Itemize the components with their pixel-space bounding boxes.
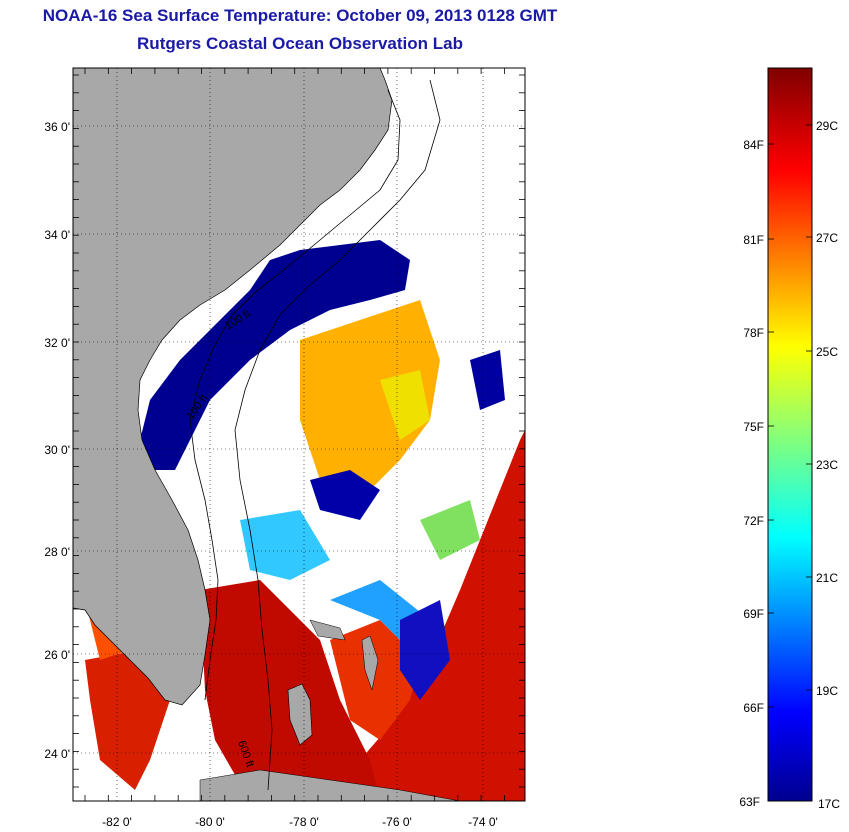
land-cuba	[199, 769, 461, 801]
central-mixed-region	[300, 300, 440, 500]
lat-label-28: 28 0'	[44, 545, 70, 559]
land-great-abaco	[361, 635, 379, 691]
plot-frame	[72, 67, 526, 802]
lon-label-78: -78 0'	[289, 815, 319, 829]
isobath-100ft-contour	[189, 89, 401, 701]
offshore-cold-patch-2	[400, 600, 450, 700]
colorbar-label-25c: 25C	[816, 345, 838, 359]
colorbar-label-23c: 23C	[816, 458, 838, 472]
graticule	[73, 68, 525, 801]
lat-label-24: 24 0'	[44, 747, 70, 761]
lat-label-26: 26 0'	[44, 648, 70, 662]
colorbar-label-27c: 27C	[816, 231, 838, 245]
colorbar-ticks	[768, 124, 812, 708]
mixed-yellow-patch	[380, 370, 430, 440]
lon-label-80: -80 0'	[195, 815, 225, 829]
colorbar-label-66f: 66F	[743, 701, 764, 715]
axis-ticks	[73, 68, 525, 801]
mixed-green-patch	[420, 500, 480, 560]
gulf-stream-warm-region	[360, 430, 525, 801]
colorbar-label-75f: 75F	[743, 420, 764, 434]
colorbar-label-78f: 78F	[743, 326, 764, 340]
colorbar	[767, 67, 813, 802]
colorbar-label-19c: 19C	[816, 684, 838, 698]
lon-label-76: -76 0'	[382, 815, 412, 829]
lat-label-30: 30 0'	[44, 443, 70, 457]
lat-label-36: 36 0'	[44, 120, 70, 134]
mixed-cyan-patch	[240, 510, 330, 580]
bahamas-warm-region	[330, 620, 420, 740]
lon-label-82: -82 0'	[102, 815, 132, 829]
isobath-600ft-contour	[234, 79, 441, 791]
colorbar-label-69f: 69F	[743, 607, 764, 621]
keys-warm-region	[85, 650, 170, 790]
lat-label-34: 34 0'	[44, 228, 70, 242]
map-title: NOAA-16 Sea Surface Temperature: October…	[42, 6, 558, 25]
land-andros-island	[287, 683, 313, 746]
land-bahama-island	[309, 619, 346, 641]
offshore-cold-patch	[310, 470, 380, 520]
colorbar-label-29c: 29C	[816, 119, 838, 133]
map-subtitle: Rutgers Coastal Ocean Observation Lab	[137, 34, 463, 53]
colorbar-label-81f: 81F	[743, 233, 764, 247]
lat-label-32: 32 0'	[44, 336, 70, 350]
colorbar-label-84f: 84F	[743, 138, 764, 152]
colorbar-label-17c: 17C	[818, 797, 840, 811]
lon-label-74: -74 0'	[468, 815, 498, 829]
east-cold-patch	[470, 350, 505, 410]
land-mainland	[73, 68, 393, 706]
colorbar-label-72f: 72F	[743, 514, 764, 528]
shelf-cold-region	[140, 240, 410, 470]
sst-imagery	[73, 68, 525, 801]
colorbar-label-21c: 21C	[816, 571, 838, 585]
colorbar-label-63f: 63F	[739, 795, 760, 809]
